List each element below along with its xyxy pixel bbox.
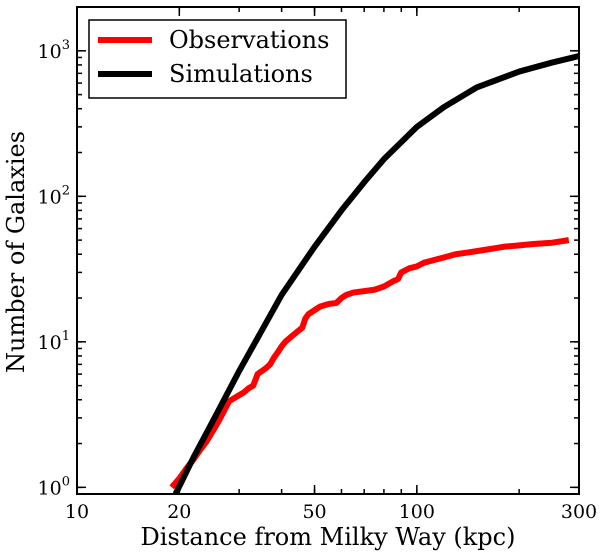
x-tick-label: 50: [302, 501, 326, 523]
legend-label-observations: Observations: [169, 26, 329, 54]
y-tick-label: 103: [38, 38, 70, 63]
y-tick-label: 101: [38, 329, 70, 354]
series-line-simulations: [172, 53, 579, 494]
x-tick-label: 100: [399, 501, 435, 523]
series-layer: [169, 53, 579, 494]
tick-labels: 10 20 50 100 300 100 101 102 103: [38, 38, 598, 523]
x-axis-label: Distance from Milky Way (kpc): [141, 523, 516, 551]
plot-frame: [76, 6, 580, 495]
x-tick-label: 300: [561, 501, 597, 523]
x-tick-label: 10: [65, 501, 89, 523]
x-tick-label: 20: [167, 501, 191, 523]
legend: Observations Simulations: [88, 19, 347, 99]
ticks-layer: [76, 6, 580, 495]
y-tick-label: 102: [38, 183, 70, 208]
y-axis-label: Number of Galaxies: [2, 131, 30, 373]
legend-box: [88, 19, 347, 99]
y-tick-label: 100: [38, 474, 70, 499]
series-line-observations: [169, 237, 570, 490]
legend-label-simulations: Simulations: [169, 60, 313, 88]
